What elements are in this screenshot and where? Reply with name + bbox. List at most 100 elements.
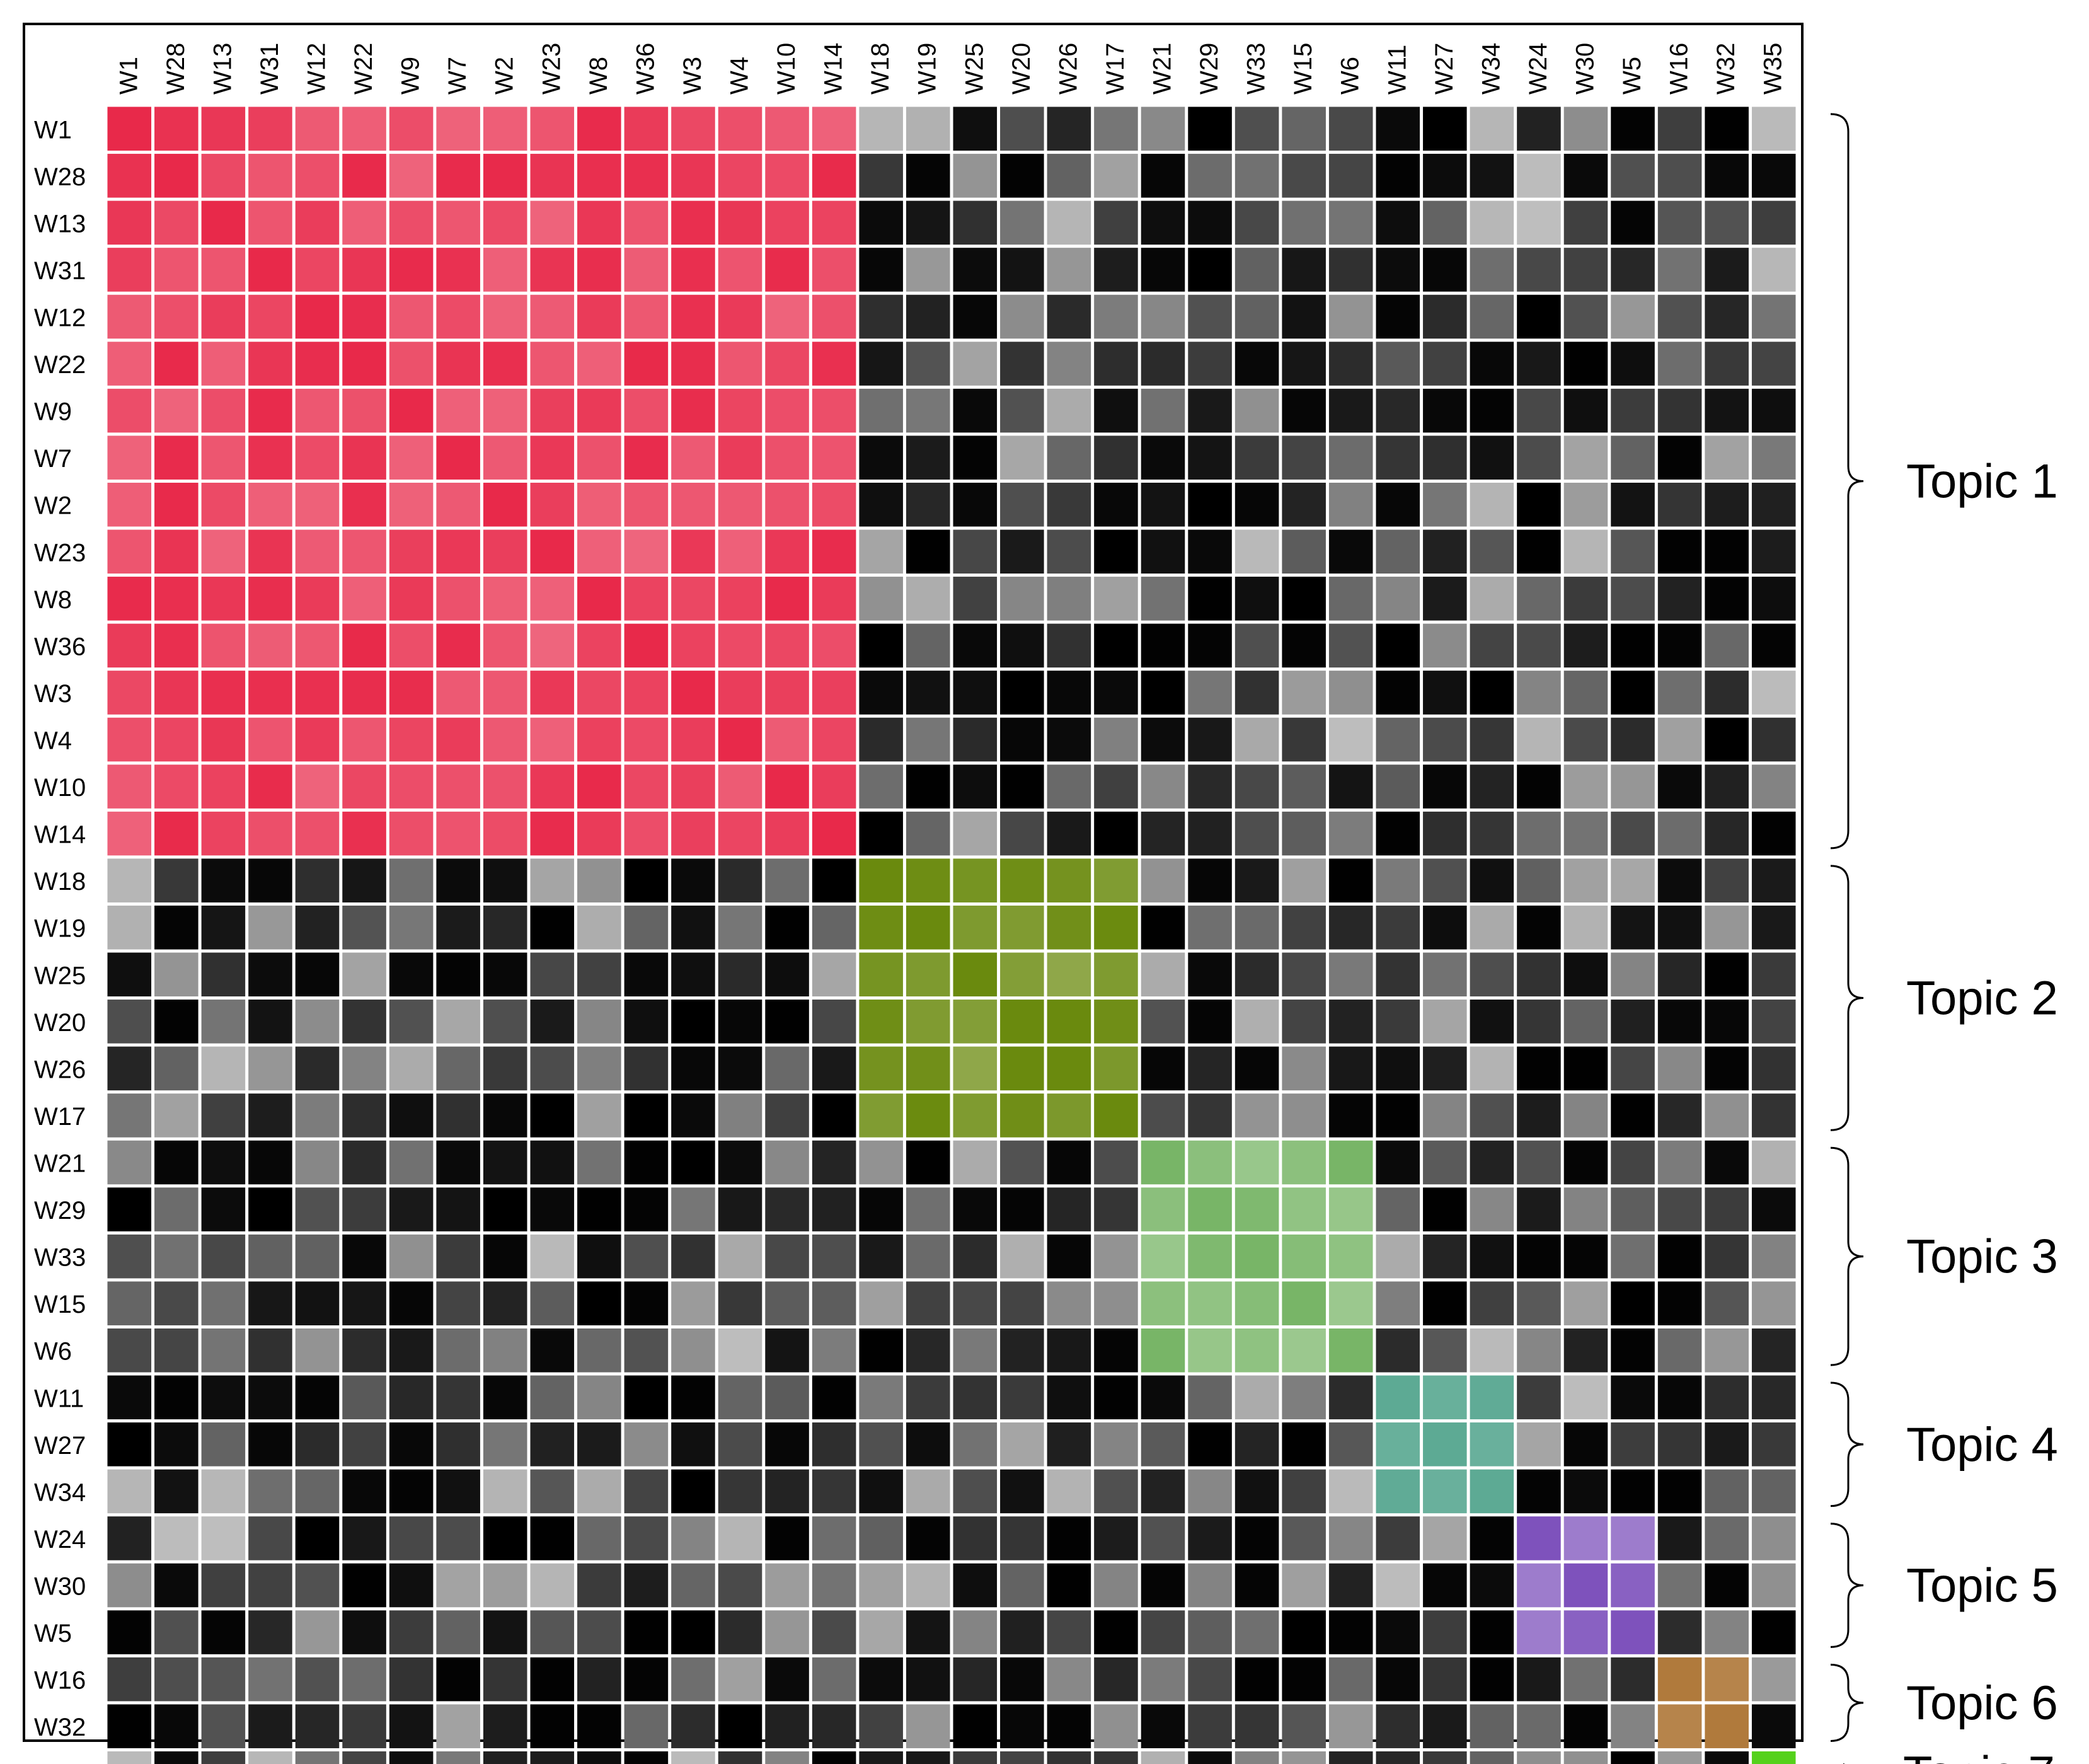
heatmap-cell-W24-W20: [1000, 1516, 1044, 1560]
heatmap-cell-W24-W16: [1657, 1516, 1702, 1560]
heatmap-cell-W1-W35: [1751, 107, 1796, 151]
heatmap-cell-W14-W4: [718, 811, 763, 856]
heatmap-cell-W27-W18: [859, 1422, 903, 1467]
heatmap-cell-W16-W22: [342, 1657, 386, 1702]
heatmap-cell-W18-W30: [1563, 858, 1608, 902]
heatmap-cell-W13-W27: [1423, 200, 1467, 245]
heatmap-cell-W24-W27: [1423, 1516, 1467, 1560]
heatmap-cell-W17-W12: [295, 1093, 340, 1138]
heatmap-cell-W5-W31: [248, 1610, 292, 1654]
heatmap-cell-W30-W27: [1423, 1563, 1467, 1608]
row-label-W7: W7: [34, 445, 72, 473]
heatmap-cell-W29-W20: [1000, 1187, 1044, 1231]
column-label-W5: W5: [1618, 57, 1646, 95]
heatmap-cell-W15-W21: [1141, 1281, 1185, 1325]
heatmap-cell-W9-W17: [1094, 388, 1138, 433]
heatmap-cell-W6-W22: [342, 1328, 386, 1373]
heatmap-cell-W21-W3: [671, 1140, 715, 1185]
heatmap-cell-W25-W3: [671, 952, 715, 997]
heatmap-cell-W28-W15: [1282, 154, 1326, 198]
heatmap-cell-W28-W2: [483, 154, 527, 198]
heatmap-cell-W33-W23: [530, 1234, 575, 1279]
heatmap-cell-W11-W20: [1000, 1375, 1044, 1420]
heatmap-cell-W5-W29: [1188, 1610, 1232, 1654]
row-label-W3: W3: [34, 680, 72, 708]
heatmap-cell-W15-W24: [1517, 1281, 1561, 1325]
heatmap-cell-W34-W2: [483, 1469, 527, 1514]
row-label-W30: W30: [34, 1573, 86, 1601]
heatmap-cell-W18-W29: [1188, 858, 1232, 902]
heatmap-cell-W20-W26: [1047, 1000, 1091, 1044]
heatmap-cell-W35-W19: [906, 1751, 950, 1764]
heatmap-cell-W17-W34: [1470, 1093, 1514, 1138]
heatmap-cell-W6-W18: [859, 1328, 903, 1373]
heatmap-cell-W28-W35: [1751, 154, 1796, 198]
heatmap-cell-W9-W21: [1141, 388, 1185, 433]
heatmap-cell-W36-W11: [1376, 623, 1420, 668]
heatmap-cell-W10-W24: [1517, 764, 1561, 809]
heatmap-cell-W22-W31: [248, 342, 292, 386]
heatmap-cell-W8-W19: [906, 577, 950, 621]
heatmap-cell-W16-W26: [1047, 1657, 1091, 1702]
topic-label: Topic 2: [1906, 972, 2058, 1025]
heatmap-cell-W19-W9: [389, 905, 434, 950]
heatmap-cell-W4-W16: [1657, 717, 1702, 762]
heatmap-cell-W28-W20: [1000, 154, 1044, 198]
heatmap-cell-W10-W15: [1282, 764, 1326, 809]
row-label-W29: W29: [34, 1197, 86, 1225]
heatmap-cell-W1-W27: [1423, 107, 1467, 151]
heatmap-cell-W31-W10: [765, 248, 809, 292]
heatmap-cell-W25-W30: [1563, 952, 1608, 997]
heatmap-cell-W19-W2: [483, 905, 527, 950]
heatmap-cell-W30-W14: [812, 1563, 856, 1608]
heatmap-cell-W10-W17: [1094, 764, 1138, 809]
heatmap-cell-W2-W14: [812, 482, 856, 527]
heatmap-cell-W35-W29: [1188, 1751, 1232, 1764]
heatmap-cell-W2-W13: [201, 482, 246, 527]
heatmap-cell-W29-W33: [1234, 1187, 1279, 1231]
heatmap-cell-W36-W5: [1611, 623, 1655, 668]
heatmap-cell-W27-W8: [577, 1422, 621, 1467]
heatmap-cell-W15-W12: [295, 1281, 340, 1325]
heatmap-cell-W22-W27: [1423, 342, 1467, 386]
heatmap-cell-W13-W35: [1751, 200, 1796, 245]
heatmap-cell-W14-W10: [765, 811, 809, 856]
heatmap-cell-W35-W17: [1094, 1751, 1138, 1764]
heatmap-cell-W18-W27: [1423, 858, 1467, 902]
heatmap-cell-W11-W7: [436, 1375, 480, 1420]
heatmap-cell-W22-W4: [718, 342, 763, 386]
heatmap-cell-W7-W5: [1611, 435, 1655, 480]
heatmap-cell-W20-W23: [530, 1000, 575, 1044]
heatmap-cell-W34-W7: [436, 1469, 480, 1514]
heatmap-cell-W21-W5: [1611, 1140, 1655, 1185]
heatmap-cell-W13-W12: [295, 200, 340, 245]
heatmap-cell-W8-W13: [201, 577, 246, 621]
heatmap-cell-W30-W3: [671, 1563, 715, 1608]
heatmap-cell-W34-W27: [1423, 1469, 1467, 1514]
row-label-W11: W11: [34, 1385, 84, 1412]
heatmap-cell-W15-W11: [1376, 1281, 1420, 1325]
heatmap-cell-W35-W12: [295, 1751, 340, 1764]
heatmap-cell-W4-W6: [1328, 717, 1373, 762]
heatmap-cell-W11-W3: [671, 1375, 715, 1420]
heatmap-cell-W13-W3: [671, 200, 715, 245]
heatmap-cell-W7-W7: [436, 435, 480, 480]
heatmap-cell-W29-W8: [577, 1187, 621, 1231]
heatmap-cell-W13-W7: [436, 200, 480, 245]
heatmap-cell-W29-W4: [718, 1187, 763, 1231]
heatmap-cell-W28-W1: [107, 154, 152, 198]
heatmap-cell-W8-W7: [436, 577, 480, 621]
heatmap-cell-W3-W25: [953, 671, 998, 715]
heatmap-cell-W29-W17: [1094, 1187, 1138, 1231]
heatmap-cell-W35-W20: [1000, 1751, 1044, 1764]
column-label-W29: W29: [1195, 43, 1223, 95]
heatmap-cell-W13-W29: [1188, 200, 1232, 245]
heatmap-cell-W28-W24: [1517, 154, 1561, 198]
heatmap-cell-W29-W12: [295, 1187, 340, 1231]
heatmap-cell-W14-W28: [154, 811, 199, 856]
heatmap-cell-W15-W26: [1047, 1281, 1091, 1325]
heatmap-cell-W3-W26: [1047, 671, 1091, 715]
heatmap-cell-W14-W17: [1094, 811, 1138, 856]
heatmap-cell-W33-W36: [624, 1234, 669, 1279]
heatmap-cell-W10-W26: [1047, 764, 1091, 809]
